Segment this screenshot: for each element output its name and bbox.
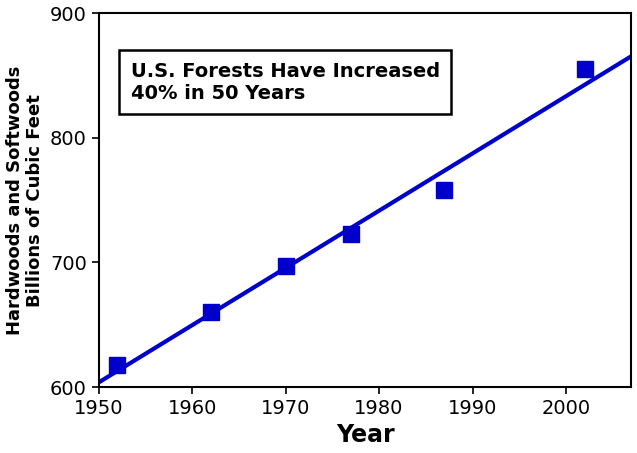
Text: U.S. Forests Have Increased
40% in 50 Years: U.S. Forests Have Increased 40% in 50 Ye… (131, 62, 440, 103)
Y-axis label: Hardwoods and Softwoods
Billions of Cubic Feet: Hardwoods and Softwoods Billions of Cubi… (6, 65, 45, 335)
X-axis label: Year: Year (336, 424, 394, 448)
